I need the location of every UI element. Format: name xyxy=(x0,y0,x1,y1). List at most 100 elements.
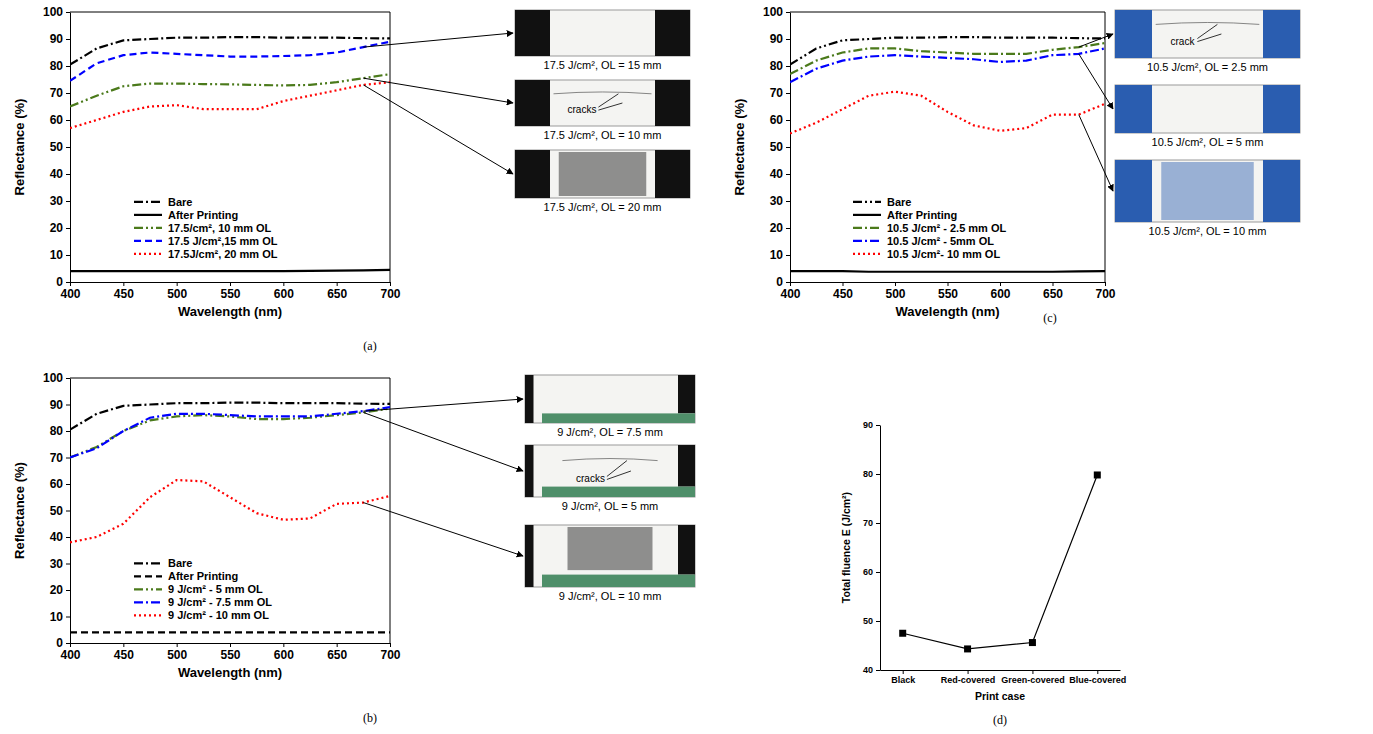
tick: 60 xyxy=(863,567,880,577)
inset-edge xyxy=(515,80,550,126)
inset-frame xyxy=(525,445,695,497)
arrow xyxy=(1079,54,1113,109)
inset-edge xyxy=(1263,160,1300,222)
tick: 30 xyxy=(50,557,70,571)
annotation: crack xyxy=(1171,36,1196,47)
tick: 40 xyxy=(770,167,790,181)
legend-label: 9 J/cm² - 7.5 mm OL xyxy=(168,596,272,608)
arrow xyxy=(363,412,523,471)
tick-label: 60 xyxy=(50,113,64,127)
tick-mark xyxy=(66,564,70,565)
panel-label: (d) xyxy=(993,713,1007,727)
tick-label: 600 xyxy=(274,648,294,662)
line xyxy=(790,43,1105,74)
tick: 70 xyxy=(50,86,70,100)
tick-mark xyxy=(876,523,880,524)
tick: 90 xyxy=(50,32,70,46)
tick: 50 xyxy=(770,140,790,154)
tick-mark xyxy=(66,93,70,94)
plot-area xyxy=(70,403,390,633)
inset-edge xyxy=(655,10,690,56)
inset: cracks xyxy=(515,80,690,126)
tick-label: Black xyxy=(891,675,916,685)
tick: 20 xyxy=(50,583,70,597)
inset xyxy=(525,375,695,423)
inset-edge xyxy=(515,150,550,198)
tick-label: 500 xyxy=(167,648,187,662)
arrow xyxy=(363,33,513,47)
inset-edge xyxy=(525,375,534,423)
legend-item: 17.5/cm², 10 mm OL xyxy=(134,222,272,234)
tick-label: 10 xyxy=(770,248,784,262)
annotation-pointer xyxy=(598,94,622,110)
tick: 30 xyxy=(50,194,70,208)
tick: 60 xyxy=(770,113,790,127)
tick-mark xyxy=(66,120,70,121)
tick: 650 xyxy=(327,282,347,301)
tick-mark xyxy=(876,670,880,671)
tick-mark xyxy=(337,282,338,286)
tick: Green-covered xyxy=(1001,670,1065,685)
plot-area xyxy=(899,471,1101,652)
tick-mark xyxy=(876,425,880,426)
tick: 100 xyxy=(43,5,70,19)
panel-label: (b) xyxy=(363,711,377,725)
tick-label: 30 xyxy=(770,194,784,208)
tick-mark xyxy=(177,643,178,647)
inset-frame xyxy=(525,375,695,423)
tick-mark xyxy=(895,282,896,286)
legend-item: 9 J/cm² - 10 mm OL xyxy=(134,609,269,621)
line xyxy=(70,270,390,271)
plot-frame xyxy=(70,378,390,643)
inset-frame xyxy=(1115,160,1300,222)
tick-label: 100 xyxy=(43,371,63,385)
legend: BareAfter Printing17.5/cm², 10 mm OL17.5… xyxy=(134,196,278,260)
tick-label: 80 xyxy=(863,469,873,479)
inset-residue xyxy=(1161,162,1254,220)
tick-mark xyxy=(177,282,178,286)
inset xyxy=(1115,85,1300,133)
tick: 40 xyxy=(863,665,880,675)
y-axis-title: Reflectance (%) xyxy=(732,99,747,196)
tick-mark xyxy=(66,511,70,512)
panel: 0102030405060708090100400450500550600650… xyxy=(12,371,401,680)
tick-label: 30 xyxy=(50,194,64,208)
tick: 550 xyxy=(220,282,240,301)
tick-label: 400 xyxy=(60,648,80,662)
inset-strip xyxy=(542,487,695,497)
x-axis-title: Wavelength (nm) xyxy=(178,665,282,680)
line xyxy=(790,37,1105,65)
tick-label: 400 xyxy=(60,287,80,301)
tick-label: 450 xyxy=(833,287,853,301)
inset-caption: 10.5 J/cm², OL = 10 mm xyxy=(1149,225,1267,237)
tick: 80 xyxy=(863,469,880,479)
inset: cracks xyxy=(525,445,695,497)
tick-mark xyxy=(843,282,844,286)
y-axis-title: Reflectance (%) xyxy=(12,99,27,196)
inset-edge xyxy=(1263,85,1300,133)
legend-swatch xyxy=(853,201,881,203)
tick-mark xyxy=(70,282,71,286)
legend: BareAfter Printing9 J/cm² - 5 mm OL9 J/c… xyxy=(134,557,272,621)
arrow xyxy=(363,399,523,411)
legend-swatch xyxy=(853,253,881,255)
tick: 10 xyxy=(50,248,70,262)
axis-line xyxy=(70,379,71,644)
line xyxy=(70,480,390,542)
panel: 405060708090BlackRed-coveredGreen-covere… xyxy=(840,420,1126,702)
inset xyxy=(525,525,695,587)
legend-label: 10.5 J/cm² - 2.5 mm OL xyxy=(887,222,1006,234)
legend: BareAfter Printing10.5 J/cm² - 2.5 mm OL… xyxy=(853,196,1006,260)
legend-swatch xyxy=(134,601,162,603)
tick-mark xyxy=(786,12,790,13)
tick-mark xyxy=(70,643,71,647)
axis: 405060708090 xyxy=(863,420,881,675)
tick: 70 xyxy=(770,86,790,100)
tick-mark xyxy=(66,643,70,644)
line xyxy=(70,82,390,128)
tick: 40 xyxy=(50,167,70,181)
tick: 70 xyxy=(863,518,880,528)
inset-caption: 10.5 J/cm², OL = 2.5 mm xyxy=(1147,61,1268,73)
tick: Blue-covered xyxy=(1069,670,1126,685)
tick-label: 80 xyxy=(50,59,64,73)
